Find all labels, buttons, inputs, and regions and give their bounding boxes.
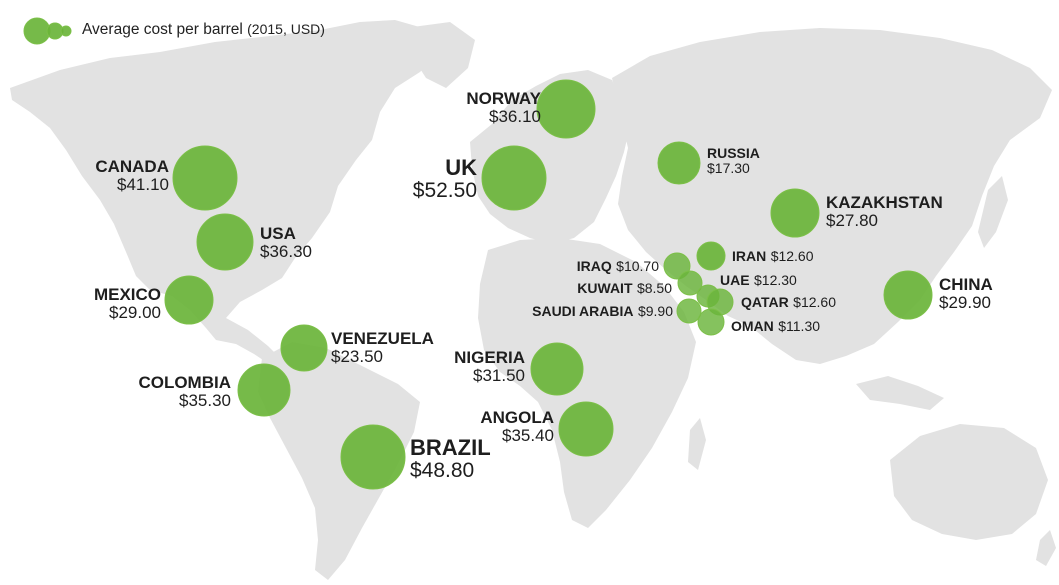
land-southeast-asia-islands bbox=[856, 376, 944, 410]
land-central-america bbox=[206, 318, 282, 366]
label-saudi-arabia: SAUDI ARABIA $9.90 bbox=[532, 303, 673, 320]
label-venezuela-name: VENEZUELA bbox=[331, 329, 434, 348]
label-russia: RUSSIA $17.30 bbox=[707, 145, 760, 177]
country-bubbles bbox=[164, 79, 933, 490]
label-qatar-name: QATAR bbox=[741, 294, 789, 310]
label-saudi-arabia-name: SAUDI ARABIA bbox=[532, 303, 634, 319]
label-iraq: IRAQ $10.70 bbox=[577, 258, 659, 275]
bubble-oman bbox=[697, 308, 725, 336]
label-china: CHINA $29.90 bbox=[939, 275, 993, 313]
label-oman: OMAN $11.30 bbox=[731, 318, 820, 335]
label-usa: USA $36.30 bbox=[260, 224, 312, 262]
land-new-zealand bbox=[1036, 530, 1056, 566]
label-oman-value: $11.30 bbox=[778, 318, 821, 334]
label-brazil: BRAZIL $48.80 bbox=[410, 436, 491, 482]
legend-subtitle-text: (2015, USD) bbox=[247, 21, 325, 37]
label-uae: UAE $12.30 bbox=[720, 272, 797, 289]
label-canada: CANADA $41.10 bbox=[95, 157, 169, 195]
label-colombia-name: COLOMBIA bbox=[138, 373, 231, 392]
label-kazakhstan-value: $27.80 bbox=[826, 211, 878, 231]
label-angola-name: ANGOLA bbox=[480, 408, 554, 427]
land-africa bbox=[478, 238, 696, 528]
land-south-america bbox=[258, 342, 420, 580]
bubble-saudi-arabia bbox=[676, 298, 702, 324]
bubble-kazakhstan bbox=[770, 188, 820, 238]
label-iran: IRAN $12.60 bbox=[732, 248, 814, 265]
land-greenland bbox=[405, 22, 475, 88]
bubble-nigeria bbox=[530, 342, 584, 396]
label-norway: NORWAY $36.10 bbox=[466, 89, 541, 127]
bubble-brazil bbox=[340, 424, 406, 490]
bubble-usa bbox=[196, 213, 254, 271]
label-uk-value: $52.50 bbox=[412, 178, 477, 202]
label-uk: UK $52.50 bbox=[413, 156, 477, 202]
legend-bubble-small bbox=[60, 25, 72, 37]
legend-title: Average cost per barrel (2015, USD) bbox=[82, 21, 325, 39]
label-brazil-value: $48.80 bbox=[410, 458, 475, 482]
bubble-canada bbox=[172, 145, 238, 211]
label-kuwait: KUWAIT $8.50 bbox=[577, 280, 672, 297]
label-kazakhstan: KAZAKHSTAN $27.80 bbox=[826, 193, 943, 231]
bubble-uk bbox=[481, 145, 547, 211]
label-china-value: $29.90 bbox=[939, 293, 991, 313]
label-nigeria-value: $31.50 bbox=[473, 366, 525, 386]
bubble-china bbox=[883, 270, 933, 320]
label-russia-name: RUSSIA bbox=[707, 145, 760, 161]
label-usa-value: $36.30 bbox=[260, 242, 312, 262]
label-canada-name: CANADA bbox=[95, 157, 169, 176]
label-norway-name: NORWAY bbox=[466, 89, 541, 108]
bubble-norway bbox=[536, 79, 596, 139]
land-australia bbox=[890, 424, 1048, 540]
label-china-name: CHINA bbox=[939, 275, 993, 294]
label-iraq-value: $10.70 bbox=[616, 258, 659, 274]
label-kuwait-name: KUWAIT bbox=[577, 280, 633, 296]
legend-bubble-large bbox=[23, 17, 51, 45]
label-nigeria: NIGERIA $31.50 bbox=[454, 348, 525, 386]
label-kazakhstan-name: KAZAKHSTAN bbox=[826, 193, 943, 212]
label-colombia: COLOMBIA $35.30 bbox=[138, 373, 231, 411]
label-kuwait-value: $8.50 bbox=[636, 280, 672, 296]
label-saudi-arabia-value: $9.90 bbox=[637, 303, 673, 319]
label-angola-value: $35.40 bbox=[502, 426, 554, 446]
label-iraq-name: IRAQ bbox=[576, 258, 612, 274]
land-madagascar bbox=[688, 418, 706, 470]
label-mexico: MEXICO $29.00 bbox=[93, 285, 161, 323]
bubble-colombia bbox=[237, 363, 291, 417]
legend-title-text: Average cost per barrel bbox=[82, 21, 243, 38]
bubble-mexico bbox=[164, 275, 214, 325]
label-iran-name: IRAN bbox=[732, 248, 767, 264]
label-angola: ANGOLA $35.40 bbox=[480, 408, 554, 446]
label-uk-name: UK bbox=[445, 155, 477, 180]
bubble-uae bbox=[677, 270, 703, 296]
bubble-russia bbox=[657, 141, 701, 185]
label-usa-name: USA bbox=[260, 224, 296, 243]
label-venezuela-value: $23.50 bbox=[331, 347, 383, 367]
label-colombia-value: $35.30 bbox=[179, 391, 231, 411]
land-japan bbox=[978, 176, 1008, 248]
label-norway-value: $36.10 bbox=[489, 107, 541, 127]
label-iran-value: $12.60 bbox=[770, 248, 814, 264]
label-russia-value: $17.30 bbox=[707, 160, 750, 177]
bubble-venezuela bbox=[280, 324, 328, 372]
label-oman-name: OMAN bbox=[731, 318, 774, 334]
bubble-angola bbox=[558, 401, 614, 457]
label-nigeria-name: NIGERIA bbox=[454, 348, 525, 367]
label-qatar-value: $12.60 bbox=[793, 294, 836, 310]
legend-bubbles-icon bbox=[23, 17, 72, 45]
label-mexico-value: $29.00 bbox=[109, 303, 161, 323]
label-mexico-name: MEXICO bbox=[93, 285, 161, 304]
label-uae-value: $12.30 bbox=[754, 272, 797, 288]
label-canada-value: $41.10 bbox=[117, 175, 169, 195]
label-venezuela: VENEZUELA $23.50 bbox=[331, 329, 434, 367]
land-asia bbox=[612, 28, 1052, 364]
bubble-iran bbox=[696, 241, 726, 271]
label-qatar: QATAR $12.60 bbox=[741, 294, 836, 311]
label-brazil-name: BRAZIL bbox=[410, 435, 491, 460]
label-uae-name: UAE bbox=[720, 272, 750, 288]
